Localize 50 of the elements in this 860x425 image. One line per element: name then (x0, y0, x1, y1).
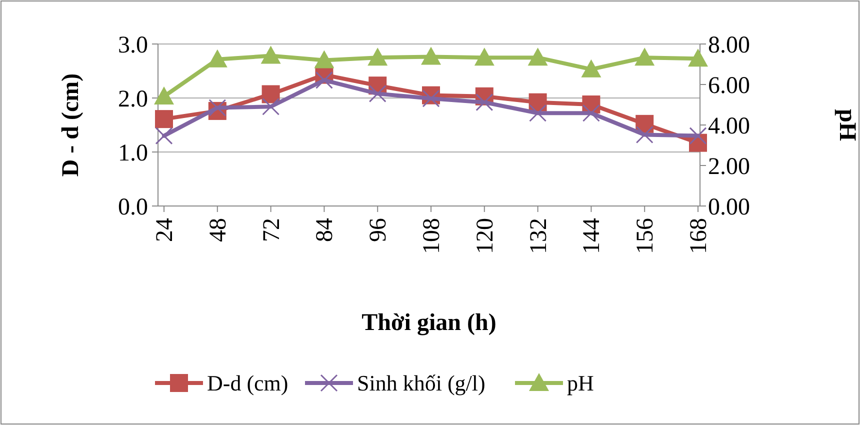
y-tick-label: 0.0 (118, 194, 148, 220)
x-tick-label: 144 (579, 218, 606, 254)
y2-tick-label: 0.00 (708, 194, 750, 220)
y2-tick-label: 2.00 (708, 154, 750, 180)
point (368, 84, 386, 102)
point (636, 126, 654, 144)
point (154, 86, 174, 104)
x-tick-label: 96 (366, 218, 392, 242)
y2-tick-label: 6.00 (708, 72, 750, 99)
point (262, 85, 280, 104)
point (368, 48, 388, 66)
x-tick-label: 24 (152, 218, 178, 242)
y-axis-title: D - d (cm) (58, 73, 84, 177)
y2-axis-title: pH (834, 108, 860, 142)
point (207, 49, 228, 68)
x-tick-label: 72 (258, 218, 285, 242)
x-tick-label: 84 (312, 218, 338, 242)
y-tick-label: 1.0 (118, 140, 148, 166)
x-tick-label: 168 (686, 218, 712, 254)
x-tick-label: 48 (205, 218, 232, 242)
point (582, 104, 600, 122)
point (688, 48, 708, 67)
point (422, 90, 440, 108)
point (474, 48, 494, 66)
point (315, 71, 333, 89)
legend-label: pH (567, 370, 594, 396)
point (689, 127, 707, 145)
point (581, 59, 602, 78)
point (634, 48, 655, 66)
point (260, 46, 281, 64)
x-tick-label: 156 (632, 218, 659, 254)
point (529, 104, 547, 122)
x-tick-label: 120 (472, 218, 498, 254)
point (476, 94, 494, 112)
point (528, 48, 548, 66)
y2-tick-label: 8.00 (708, 32, 750, 58)
point (314, 50, 334, 68)
point (208, 98, 226, 116)
point (421, 46, 441, 65)
x-axis-title: Thời gian (h) (362, 310, 496, 336)
y-tick-label: 3.0 (118, 32, 148, 58)
point (262, 98, 280, 116)
point (155, 127, 173, 145)
point (155, 110, 173, 128)
x-tick-label: 132 (526, 218, 552, 254)
y-tick-label: 2.0 (118, 86, 148, 112)
legend-label: Sinh khối (g/l) (357, 370, 486, 396)
x-tick-label: 108 (419, 218, 445, 254)
y2-tick-label: 4.00 (708, 113, 750, 140)
legend-label: D-d (cm) (207, 370, 288, 396)
